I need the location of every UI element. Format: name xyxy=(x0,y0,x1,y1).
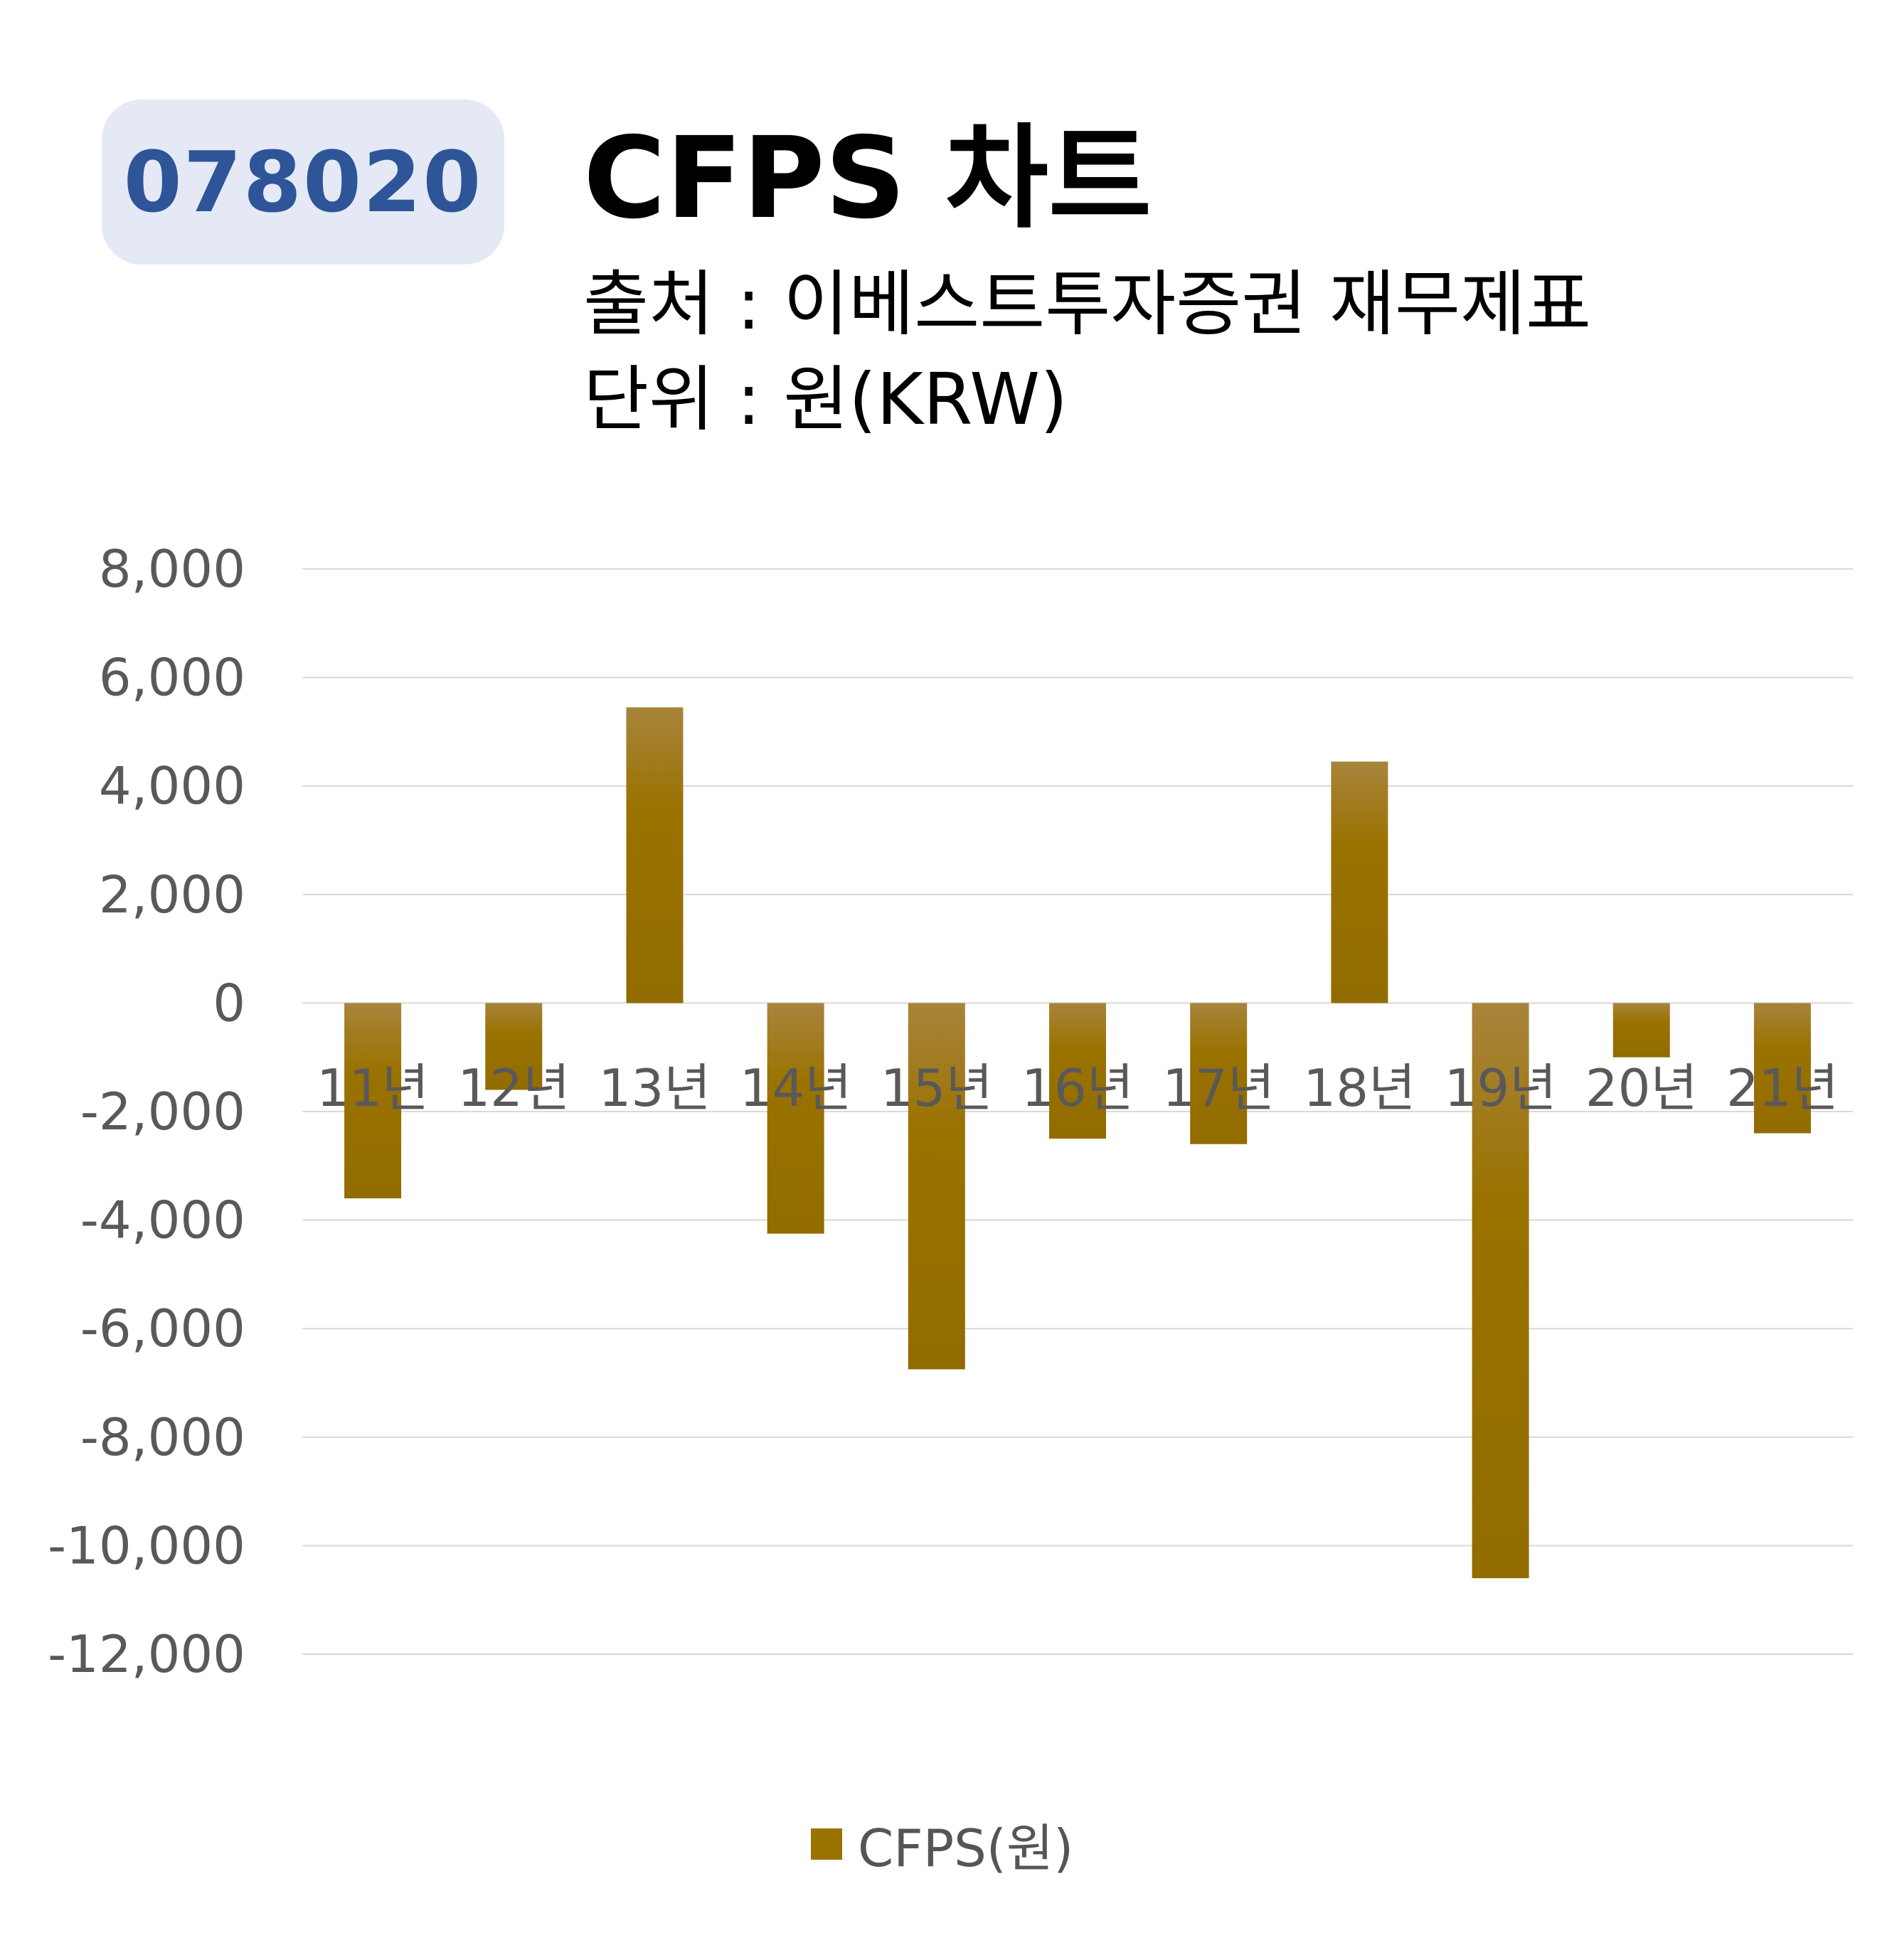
unit-note: 단위 : 원(KRW) xyxy=(583,358,1068,441)
stock-code: 078020 xyxy=(123,133,483,231)
bar-18년 xyxy=(1331,761,1388,1003)
x-tick-label: 19년 xyxy=(1445,1058,1557,1118)
bar-11년 xyxy=(344,1003,402,1199)
y-tick-label: -4,000 xyxy=(80,1191,245,1250)
bar-15년 xyxy=(908,1003,965,1370)
bar-16년 xyxy=(1049,1003,1106,1139)
bar-13년 xyxy=(626,707,684,1003)
x-tick-label: 21년 xyxy=(1726,1058,1839,1118)
y-tick-label: -8,000 xyxy=(80,1407,245,1467)
y-tick-label: 8,000 xyxy=(99,539,245,599)
y-tick-label: -6,000 xyxy=(80,1299,245,1358)
chart-title: CFPS 차트 xyxy=(583,113,1152,244)
x-tick-label: 11년 xyxy=(317,1058,429,1118)
x-tick-label: 13년 xyxy=(599,1058,711,1118)
y-tick-label: 2,000 xyxy=(99,865,245,925)
legend-swatch xyxy=(811,1828,842,1860)
bar-14년 xyxy=(767,1003,824,1234)
stock-code-badge: 078020 xyxy=(102,100,504,265)
y-tick-label: 6,000 xyxy=(99,648,245,708)
x-tick-label: 12년 xyxy=(457,1058,570,1118)
chart-legend: CFPS(원) xyxy=(811,1806,1073,1881)
x-tick-label: 15년 xyxy=(881,1058,993,1118)
bar-12년 xyxy=(485,1003,543,1090)
x-tick-label: 16년 xyxy=(1021,1058,1134,1118)
x-tick-label: 20년 xyxy=(1585,1058,1698,1118)
x-tick-label: 17년 xyxy=(1162,1058,1275,1118)
y-tick-label: -2,000 xyxy=(80,1082,245,1141)
y-tick-label: -10,000 xyxy=(48,1516,245,1575)
source-note: 출처 : 이베스트투자증권 재무제표 xyxy=(583,262,1592,346)
y-tick-label: 0 xyxy=(213,973,245,1033)
y-tick-label: 4,000 xyxy=(99,756,245,816)
bar-21년 xyxy=(1753,1003,1811,1134)
x-tick-label: 18년 xyxy=(1303,1058,1415,1118)
x-tick-label: 14년 xyxy=(740,1058,852,1118)
bar-17년 xyxy=(1190,1003,1248,1144)
legend-label: CFPS(원) xyxy=(858,1818,1074,1878)
bar-20년 xyxy=(1612,1003,1670,1058)
bar-19년 xyxy=(1472,1003,1529,1579)
y-tick-label: -12,000 xyxy=(48,1624,245,1684)
